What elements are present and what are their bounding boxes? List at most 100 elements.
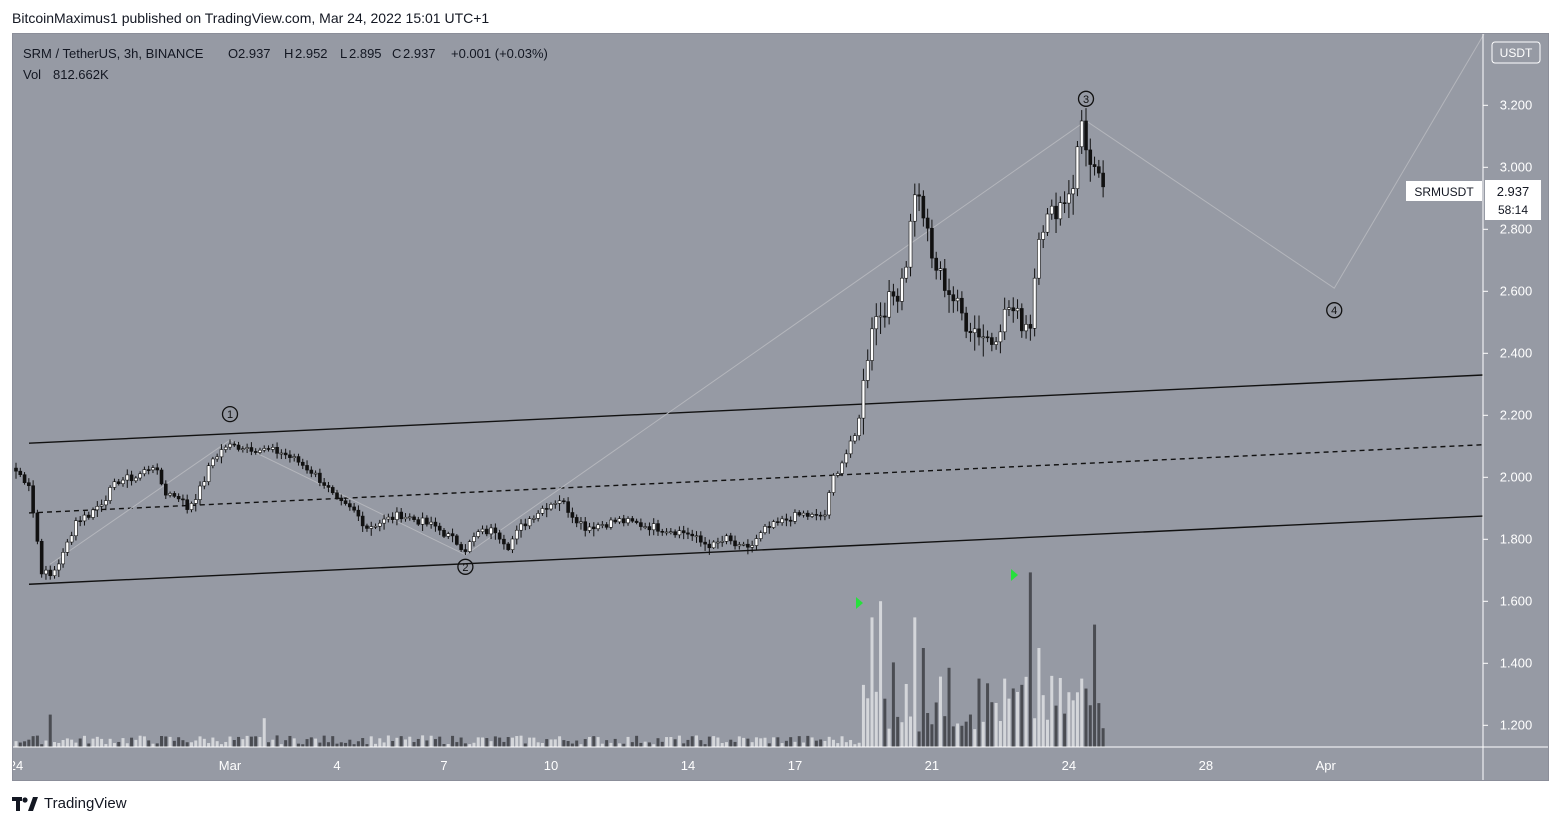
candle (416, 516, 421, 526)
candle-body (472, 536, 476, 542)
candle-body (258, 449, 262, 453)
wave-label-number: 1 (227, 409, 233, 421)
volume-bar (528, 737, 532, 747)
candle-body (382, 518, 386, 524)
candle-body (211, 458, 215, 466)
candle (189, 501, 194, 513)
candle (425, 515, 429, 527)
volume-bars (14, 572, 1105, 747)
volume-bar (493, 736, 497, 747)
candle (767, 521, 772, 534)
candle (1007, 300, 1011, 317)
candle-body (31, 485, 35, 514)
volume-bar (331, 736, 335, 747)
volume-bar (973, 729, 977, 747)
candle (698, 531, 703, 547)
candle-body (1019, 308, 1024, 332)
volume-bar (112, 743, 116, 747)
site-link[interactable]: TradingView.com (204, 10, 312, 26)
candle (1002, 297, 1007, 340)
volume-bar (61, 740, 65, 747)
candle-body (716, 541, 720, 544)
volume-bar (48, 714, 52, 747)
candle-body (348, 503, 352, 508)
price-tag-countdown: 58:14 (1498, 203, 1528, 217)
candle (758, 530, 763, 542)
candle (570, 507, 575, 524)
volume-bar (703, 744, 707, 747)
volume-bar (339, 742, 343, 747)
candle (467, 539, 472, 554)
time-tick-label: 14 (681, 758, 695, 773)
candle (895, 288, 900, 313)
candle (651, 518, 656, 536)
legend-change: +0.001 (+0.03%) (451, 46, 548, 61)
time-axis[interactable]: 24 Mar 4 7 10 14 17 21 24 28 Apr (9, 746, 1549, 773)
candle (348, 499, 352, 511)
volume-bar (780, 743, 784, 747)
wave-label-3[interactable]: 3 (1077, 90, 1095, 107)
volume-bar (1093, 624, 1097, 747)
candle (874, 303, 879, 346)
volume-bar (695, 735, 699, 747)
candle-body (206, 465, 211, 482)
volume-bar (279, 744, 283, 747)
candle (510, 535, 515, 554)
tradingview-brand[interactable]: TradingView (12, 795, 127, 812)
legend-symbol[interactable]: SRM / TetherUS, 3h, BINANCE (23, 46, 204, 61)
volume-bar (588, 736, 592, 747)
candle (639, 518, 643, 531)
candle (673, 529, 677, 538)
candle-body (39, 541, 44, 575)
candle (562, 498, 566, 505)
volume-bar (455, 742, 459, 747)
candle-body (570, 512, 575, 518)
volume-bar (1024, 676, 1028, 747)
candle-body (352, 506, 356, 511)
candle (91, 507, 95, 520)
candle-body (459, 544, 463, 550)
candle-body (609, 519, 613, 528)
volume-bar (536, 742, 540, 747)
time-axis-background (13, 747, 1483, 780)
candle-body (326, 485, 331, 488)
wave-label-4[interactable]: 4 (1326, 302, 1343, 319)
candle-body (737, 544, 742, 547)
volume-bar (673, 739, 677, 747)
candle (433, 517, 438, 532)
candle-body (621, 518, 626, 524)
candle (283, 448, 288, 460)
price-tick-label: 1.200 (1500, 717, 1533, 732)
wave-label-1[interactable]: 1 (221, 405, 239, 423)
candle (746, 539, 750, 555)
legend-close: 2.937 (403, 46, 436, 61)
wave-labels: 1 2 3 4 (221, 90, 1343, 575)
candle-body (241, 448, 245, 450)
candle-body (827, 492, 832, 516)
volume-bar (823, 741, 827, 747)
author-name[interactable]: BitcoinMaximus1 (12, 10, 118, 26)
candle-body (801, 512, 806, 516)
volume-bar (314, 738, 318, 747)
volume-bar (605, 740, 609, 747)
volume-bar (956, 723, 960, 747)
wave-label-2[interactable]: 2 (457, 558, 474, 575)
candle (386, 513, 391, 523)
time-tick-label: 7 (440, 758, 447, 773)
candle (198, 481, 202, 505)
candle (159, 467, 164, 486)
candle-body (900, 277, 904, 302)
candle-body (420, 517, 425, 525)
candle-body (844, 453, 849, 464)
candle (540, 505, 545, 516)
candle-body (65, 541, 70, 553)
candle-body (677, 530, 682, 536)
price-axis[interactable]: 3.200 3.000 2.800 2.600 2.400 2.200 2.000 1.800… (1482, 34, 1533, 780)
currency-badge[interactable]: USDT (1491, 41, 1541, 64)
candle (399, 508, 404, 523)
candle (797, 510, 802, 517)
candle (390, 512, 395, 524)
candle-body (694, 535, 699, 538)
volume-bar (463, 743, 467, 747)
